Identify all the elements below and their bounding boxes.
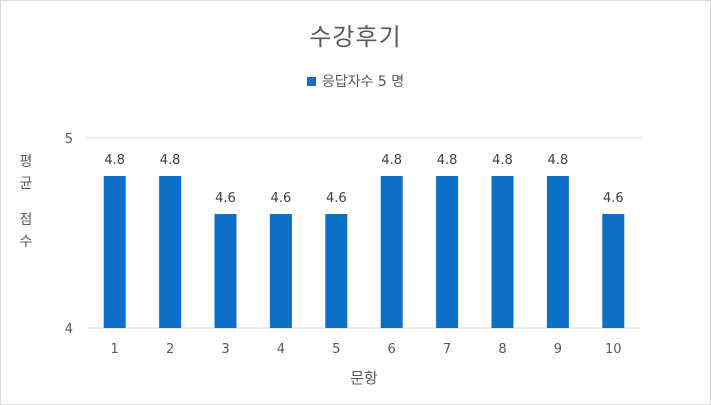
x-tick-label: 7 xyxy=(443,342,451,357)
data-label: 4.6 xyxy=(603,191,624,206)
bar xyxy=(380,176,403,328)
bar xyxy=(214,214,237,328)
y-axis-label-char: 평 xyxy=(19,154,33,170)
x-tick-label: 10 xyxy=(605,342,622,357)
x-tick-label: 1 xyxy=(111,342,119,357)
data-label: 4.8 xyxy=(492,153,513,168)
data-label: 4.8 xyxy=(381,153,402,168)
y-axis-label-char: 균 xyxy=(19,176,33,192)
x-tick-label: 6 xyxy=(388,342,396,357)
bar xyxy=(491,176,514,328)
y-tick-label: 4 xyxy=(65,322,73,337)
x-tick-label: 2 xyxy=(166,342,174,357)
data-label: 4.6 xyxy=(215,191,236,206)
bar xyxy=(103,176,126,328)
legend-label: 응답자수 5 명 xyxy=(321,74,405,90)
legend-swatch xyxy=(306,76,316,86)
data-label: 4.8 xyxy=(548,153,569,168)
chart-title: 수강후기 xyxy=(309,23,402,51)
x-tick-label: 8 xyxy=(498,342,506,357)
y-axis-label-char: 수 xyxy=(19,234,33,250)
x-tick-label: 9 xyxy=(554,342,562,357)
bar xyxy=(325,214,348,328)
data-label: 4.8 xyxy=(104,153,125,168)
data-label: 4.6 xyxy=(271,191,292,206)
x-axis-title: 문항 xyxy=(350,369,378,387)
data-label: 4.8 xyxy=(437,153,458,168)
x-tick-label: 3 xyxy=(221,342,229,357)
data-label: 4.6 xyxy=(326,191,347,206)
bar xyxy=(602,214,625,328)
legend: 응답자수 5 명 xyxy=(1,71,710,91)
x-tick-label: 5 xyxy=(332,342,340,357)
y-tick-label: 5 xyxy=(65,132,73,147)
x-tick-label: 4 xyxy=(277,342,285,357)
bar xyxy=(436,176,459,328)
bar xyxy=(159,176,182,328)
bar xyxy=(269,214,292,328)
y-axis-label-char: 점 xyxy=(19,212,33,228)
bar xyxy=(546,176,569,328)
data-label: 4.8 xyxy=(160,153,181,168)
y-axis-label: 평 균 점 수 xyxy=(15,151,37,253)
